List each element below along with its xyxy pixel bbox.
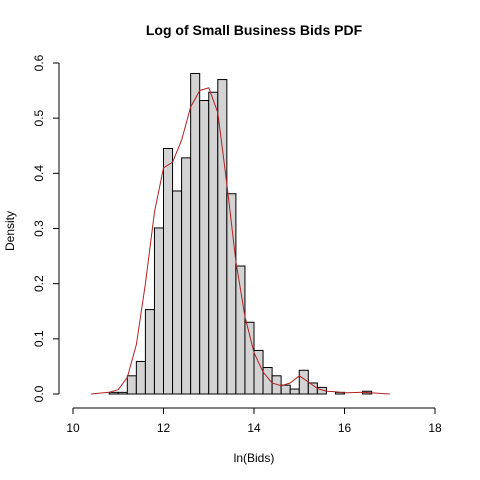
y-axis-label: Density — [3, 211, 17, 251]
y-tick-label: 0.5 — [32, 110, 46, 127]
histogram-bar — [108, 391, 119, 395]
histogram-bar — [208, 91, 219, 395]
x-tick-label: 16 — [338, 421, 352, 435]
histogram-bar — [144, 309, 155, 395]
y-tick-label: 0.3 — [32, 220, 46, 237]
chart-title: Log of Small Business Bids PDF — [146, 22, 363, 38]
x-axis-label: ln(Bids) — [234, 451, 275, 465]
x-tick-label: 18 — [428, 421, 442, 435]
x-tick-label: 12 — [157, 421, 171, 435]
histogram-bars — [108, 72, 373, 395]
histogram-bar — [190, 72, 201, 395]
y-tick-label: 0.1 — [32, 330, 46, 347]
histogram-bar — [199, 100, 210, 395]
histogram-bar — [253, 349, 264, 395]
x-tick-label: 10 — [66, 421, 80, 435]
histogram-bar — [117, 391, 128, 395]
histogram-bar — [163, 148, 174, 395]
density-curve — [91, 87, 390, 395]
histogram-bar — [135, 360, 146, 395]
histogram-bar — [181, 157, 192, 395]
y-tick-label: 0.2 — [32, 275, 46, 292]
histogram-bar — [235, 265, 246, 395]
y-tick-label: 0.6 — [32, 54, 46, 71]
histogram-bar — [298, 369, 309, 395]
x-axis: 10 12 14 16 18 — [66, 407, 442, 435]
histogram-bar — [289, 388, 300, 395]
y-axis: 0.0 0.1 0.2 0.3 0.4 0.5 0.6 — [32, 54, 60, 402]
histogram-bar — [172, 190, 183, 395]
histogram-bar — [153, 227, 164, 395]
x-tick-label: 14 — [247, 421, 261, 435]
y-tick-label: 0.0 — [32, 385, 46, 402]
histogram-bar — [126, 375, 137, 395]
histogram-bar — [280, 384, 291, 395]
y-tick-label: 0.4 — [32, 165, 46, 182]
